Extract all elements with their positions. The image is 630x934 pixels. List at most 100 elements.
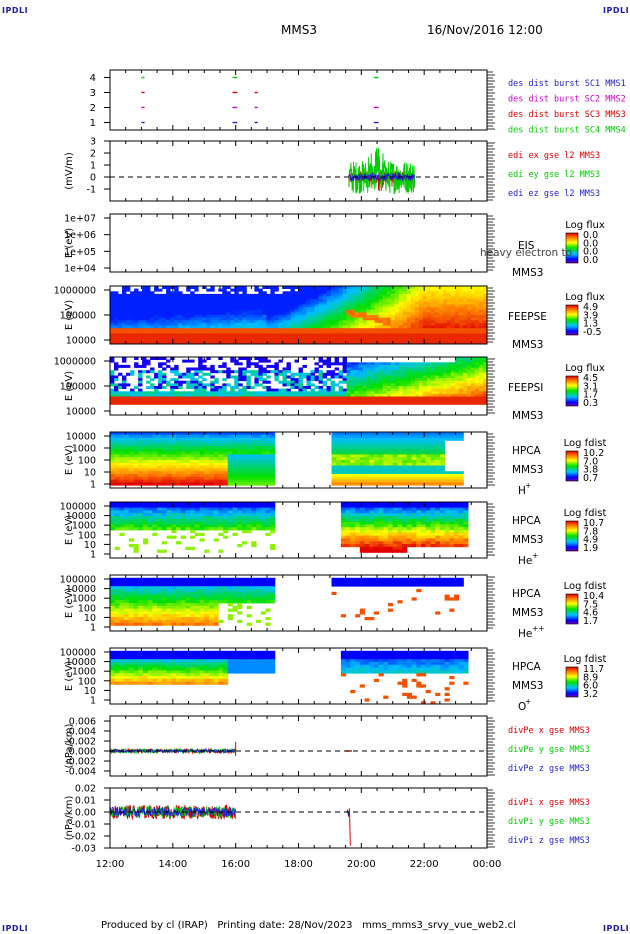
feepse-cell [330, 338, 335, 342]
feepsi-cell [278, 370, 283, 374]
feepse-cell [294, 315, 299, 318]
hpca_h-cell [147, 479, 153, 483]
feepsi-cell [198, 370, 203, 374]
feepsi-cell [202, 386, 207, 389]
feepse-cell [202, 328, 207, 332]
hpca_h-cell [223, 437, 229, 441]
feepse-cell [479, 288, 484, 292]
hpca_h-cell [119, 454, 125, 458]
feepse-cell [278, 341, 283, 345]
feepse-cell [174, 291, 179, 295]
feepse-cell [142, 333, 147, 337]
feepse-cell [182, 341, 187, 345]
feepsi-cell [342, 357, 347, 360]
feepse-cell [162, 320, 167, 324]
feepsi-cell [454, 383, 460, 387]
hpca_h-cell [392, 448, 398, 452]
feepse-cell [322, 338, 327, 342]
hpca_h-cell [435, 448, 441, 452]
hpca_h-cell [199, 448, 205, 452]
hpca_h-cell [411, 482, 417, 486]
feepse-cell [334, 317, 339, 321]
hpca_h-cell [251, 446, 257, 450]
feepse-cell [122, 296, 127, 300]
hpca_h-cell [209, 448, 215, 452]
feepse-cell [258, 291, 263, 295]
feepsi-cell [250, 401, 255, 405]
feepse-cell [242, 325, 247, 329]
feepse-cell [466, 293, 472, 297]
feepse-cell [150, 291, 155, 295]
feepse-cell [426, 338, 432, 342]
feepse-cell [270, 320, 275, 324]
feepsi-cell [210, 364, 215, 368]
hpca_he-cell [124, 502, 130, 506]
hpca_he-cell [114, 502, 120, 506]
feepse-cell [270, 307, 275, 311]
feepse-cell [210, 317, 215, 321]
feepse-cell [450, 328, 456, 332]
feepse-cell [174, 307, 179, 311]
feepsi-cell [138, 364, 143, 368]
feepse-cell [166, 312, 171, 316]
hpca_h-cell [114, 448, 120, 452]
hpca_h-cell [237, 443, 243, 447]
feepse-cell [406, 301, 412, 305]
feepsi-cell [174, 383, 179, 387]
hpca_he-cell [373, 541, 379, 545]
feepse-cell [346, 317, 351, 321]
hpca_h-cell [373, 471, 379, 475]
feepsi-cell [398, 372, 404, 376]
hpca_h-cell [260, 471, 266, 475]
feepse-cell [222, 288, 227, 292]
hpca_he-cell [251, 527, 257, 531]
feepse-cell [350, 317, 355, 321]
hpca_he-cell [114, 513, 120, 517]
hpca_h-cell [355, 443, 361, 447]
feepse-cell [354, 325, 359, 329]
feepsi-cell [262, 386, 267, 389]
hpca_h-cell [166, 451, 172, 455]
hpca_he-cell [185, 502, 191, 506]
hpca_h-cell [458, 434, 464, 438]
feepse-cell [246, 293, 251, 297]
hpca_h-cell [157, 465, 163, 469]
feepsi-cell [306, 399, 311, 403]
feepse-cell [262, 338, 267, 342]
feepsi-cell [110, 380, 115, 384]
feepse-cell [162, 338, 167, 342]
hpca_he-cell [227, 507, 233, 511]
feepsi-cell [258, 378, 263, 382]
feepse-cell [346, 286, 351, 289]
feepsi-cell [483, 380, 488, 384]
feepse-cell [422, 325, 428, 329]
hpca_he-cell [128, 521, 134, 525]
feepsi-cell [454, 393, 460, 397]
feepsi-cell [471, 399, 476, 403]
hpca_he-cell [345, 518, 351, 522]
hpca_h-cell [251, 479, 257, 483]
feepsi-cell [266, 393, 271, 397]
feepsi-cell [294, 396, 299, 400]
hpca_h-cell [416, 465, 422, 469]
hpca_h-cell [232, 468, 238, 472]
hpca_he-cell [359, 546, 365, 550]
feepse-cell [122, 307, 127, 311]
feepse-cell [330, 317, 335, 321]
hpca_h-cell [161, 462, 167, 466]
feepsi-cell [110, 359, 115, 363]
feepse-cell [218, 328, 223, 332]
hpca_h-cell [166, 476, 172, 480]
hpca_h-cell [209, 434, 215, 438]
feepse-cell [138, 293, 143, 297]
hpca_h-cell [223, 457, 229, 461]
hpca_he-cell [227, 513, 233, 517]
feepse-cell [426, 291, 432, 295]
feepse-cell [418, 325, 424, 329]
feepsi-cell [202, 391, 207, 395]
feepsi-cell [166, 401, 171, 405]
hpca_h-cell [232, 479, 238, 483]
feepse-cell [302, 341, 307, 345]
feepse-cell [294, 317, 299, 321]
feepse-cell [210, 315, 215, 318]
